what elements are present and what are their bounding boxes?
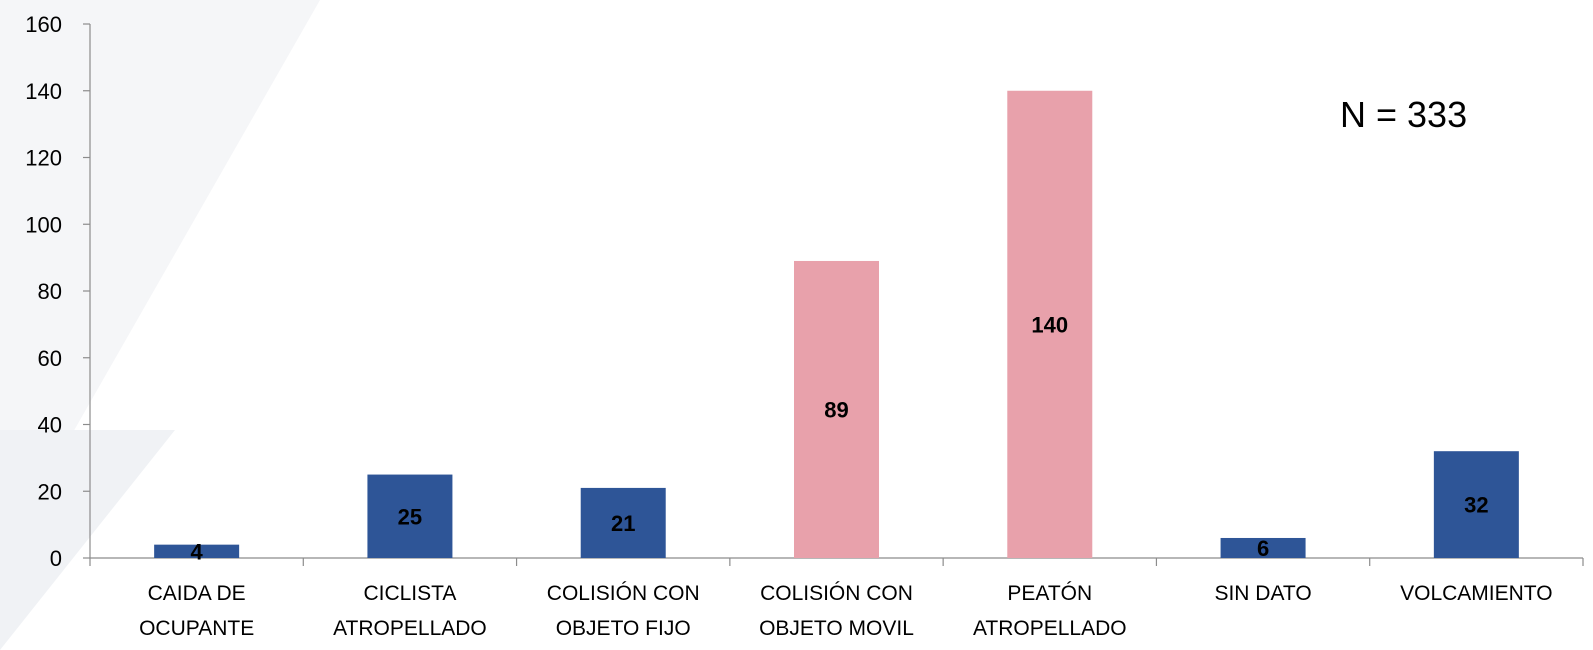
data-label: 89: [824, 397, 848, 422]
x-tick-label: SIN DATO: [1214, 582, 1311, 605]
x-tick-label: COLISIÓN CON: [547, 582, 700, 605]
sample-size-annotation: N = 333: [1340, 94, 1467, 135]
y-axis: 0 20 40 60 80 100 120 140 160: [25, 12, 91, 571]
y-tick-label: 120: [25, 146, 62, 171]
x-tick-label: CICLISTA: [363, 582, 456, 605]
bar: [1007, 90, 1093, 558]
data-labels: 4 25 21 89 140 6 32: [191, 312, 1489, 564]
y-tick-label: 0: [50, 546, 62, 571]
y-tick-label: 140: [25, 79, 62, 104]
x-tick-label: VOLCAMIENTO: [1400, 582, 1552, 605]
y-tick-label: 60: [38, 346, 62, 371]
category-labels: CAIDA DE OCUPANTE CICLISTA ATROPELLADO COLIS…: [139, 582, 1553, 640]
y-tick-label: 160: [25, 12, 62, 37]
y-tick-label: 80: [38, 279, 62, 304]
bar: [1433, 451, 1519, 558]
data-label: 6: [1257, 536, 1269, 561]
x-tick-label: ATROPELLADO: [973, 617, 1127, 640]
data-label: 4: [191, 539, 204, 564]
data-label: 32: [1464, 493, 1488, 518]
bars: [154, 90, 1519, 558]
x-tick-label: CAIDA DE: [148, 582, 246, 605]
data-label: 140: [1031, 312, 1068, 337]
bar: [367, 474, 453, 558]
background-decoration: [0, 0, 320, 650]
x-axis: [89, 557, 1584, 566]
y-tick-label: 40: [38, 413, 62, 438]
x-tick-label: OCUPANTE: [139, 617, 254, 640]
x-tick-label: OBJETO FIJO: [556, 617, 691, 640]
bar: [1220, 537, 1306, 558]
bar: [794, 260, 879, 558]
bar: [154, 544, 240, 558]
x-tick-label: ATROPELLADO: [333, 617, 487, 640]
data-label: 21: [611, 511, 635, 536]
y-tick-label: 20: [38, 479, 62, 504]
x-tick-label: OBJETO MOVIL: [759, 617, 914, 640]
x-tick-label: COLISIÓN CON: [760, 582, 913, 605]
y-tick-label: 100: [25, 212, 62, 237]
data-label: 25: [398, 504, 422, 529]
bar: [580, 487, 666, 558]
x-tick-label: PEATÓN: [1007, 582, 1092, 605]
